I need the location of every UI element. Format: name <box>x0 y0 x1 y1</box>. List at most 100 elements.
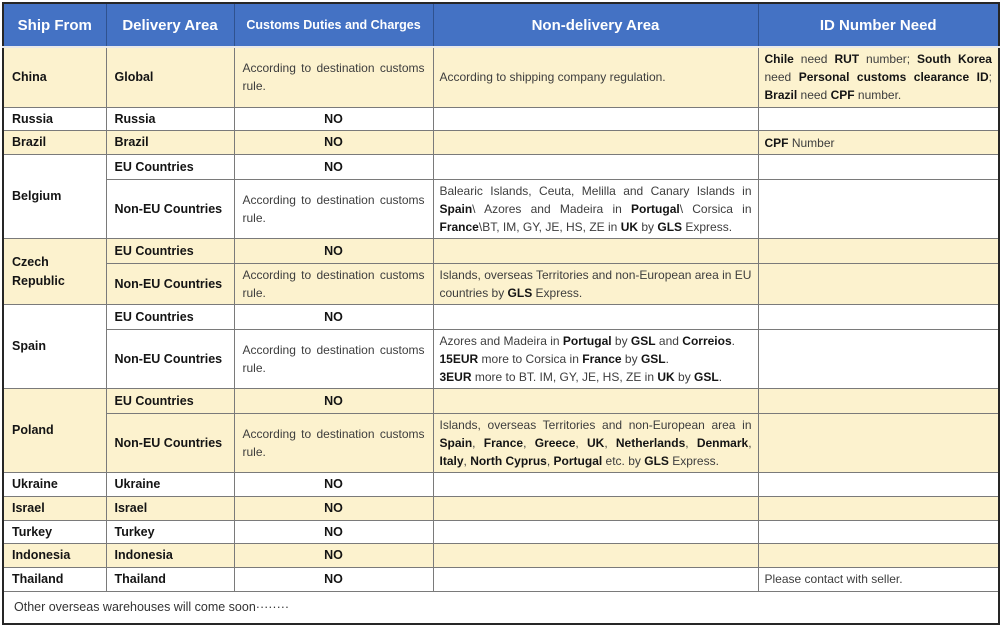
ship-from-cell-poland: Poland <box>2 388 107 473</box>
customs-cell: According to destination customs rule. <box>233 263 434 305</box>
customs-cell: According to destination customs rule. <box>233 413 434 473</box>
non-delivery-cell: According to shipping company regulation… <box>432 46 759 108</box>
column-header-non-delivery-area: Non-delivery Area <box>432 2 759 48</box>
column-header-delivery-area: Delivery Area <box>105 2 235 48</box>
header-row: Ship From Delivery Area Customs Duties a… <box>2 2 1000 48</box>
id-number-cell <box>757 519 1000 545</box>
ship-from-cell-belgium: Belgium <box>2 154 107 239</box>
customs-cell: NO <box>233 130 434 155</box>
customs-cell: NO <box>233 519 434 545</box>
customs-cell: NO <box>233 472 434 497</box>
id-number-cell <box>757 263 1000 305</box>
delivery-area-cell: Russia <box>105 106 235 132</box>
customs-cell: According to destination customs rule. <box>233 46 434 108</box>
non-delivery-cell: Islands, overseas Territories and non-Eu… <box>432 413 759 473</box>
ship-from-cell-indonesia: Indonesia <box>2 543 107 568</box>
customs-cell: NO <box>233 543 434 568</box>
customs-cell: NO <box>233 495 434 521</box>
non-delivery-cell <box>432 238 759 264</box>
table-row: Non-EU Countries According to destinatio… <box>3 329 1000 389</box>
column-header-ship-from: Ship From <box>2 2 107 48</box>
table-row: Thailand Thailand NO Please contact with… <box>2 567 1000 592</box>
delivery-area-cell: EU Countries <box>105 304 235 330</box>
ship-from-cell-ukraine: Ukraine <box>2 472 107 497</box>
id-number-cell: CPF Number <box>757 130 1000 155</box>
table-row: Turkey Turkey NO <box>2 519 1000 545</box>
id-number-cell <box>757 154 1000 180</box>
ship-from-cell-spain: Spain <box>2 304 107 389</box>
non-delivery-cell <box>432 519 759 545</box>
delivery-area-cell: Brazil <box>105 130 235 155</box>
id-number-cell: Chile need RUT number; South Korea need … <box>757 46 1000 108</box>
customs-cell: NO <box>233 304 434 330</box>
delivery-area-cell: EU Countries <box>105 238 235 264</box>
non-delivery-cell <box>432 304 759 330</box>
ship-from-cell-israel: Israel <box>2 495 107 521</box>
customs-cell: According to destination customs rule. <box>233 329 434 389</box>
table-row: Spain EU Countries NO <box>2 304 1000 389</box>
ship-from-cell-brazil: Brazil <box>2 130 107 155</box>
ship-from-cell-czech-republic: Czech Republic <box>2 238 107 305</box>
ship-from-cell-russia: Russia <box>2 106 107 132</box>
table-row: Ukraine Ukraine NO <box>2 472 1000 497</box>
column-header-id-number-need: ID Number Need <box>757 2 1000 48</box>
delivery-area-cell: Indonesia <box>105 543 235 568</box>
id-number-cell <box>757 304 1000 330</box>
table-row: Non-EU Countries According to destinatio… <box>3 263 1000 305</box>
table-row: Indonesia Indonesia NO <box>2 543 1000 568</box>
ship-from-cell-thailand: Thailand <box>2 567 107 592</box>
customs-cell: NO <box>233 567 434 592</box>
id-number-cell <box>757 388 1000 414</box>
customs-cell: According to destination customs rule. <box>233 179 434 239</box>
delivery-area-cell: Non-EU Countries <box>105 263 235 305</box>
table-row: Non-EU Countries According to destinatio… <box>3 179 1000 239</box>
ship-from-cell-china: China <box>2 46 107 108</box>
shipping-info-table: Ship From Delivery Area Customs Duties a… <box>2 2 1000 625</box>
delivery-area-cell: Ukraine <box>105 472 235 497</box>
non-delivery-cell <box>432 154 759 180</box>
table-row: Brazil Brazil NO CPF Number <box>2 130 1000 155</box>
delivery-area-cell: Thailand <box>105 567 235 592</box>
delivery-area-cell: Turkey <box>105 519 235 545</box>
table-row: Non-EU Countries According to destinatio… <box>3 413 1000 473</box>
non-delivery-cell: Islands, overseas Territories and non-Eu… <box>432 263 759 305</box>
table-row: China Global According to destination cu… <box>2 46 1000 108</box>
delivery-area-cell: EU Countries <box>105 154 235 180</box>
delivery-area-cell: Non-EU Countries <box>105 413 235 473</box>
table-row: Poland EU Countries NO <box>2 388 1000 473</box>
customs-cell: NO <box>233 154 434 180</box>
delivery-area-cell: Non-EU Countries <box>105 179 235 239</box>
footer-row: Other overseas warehouses will come soon… <box>2 590 1000 625</box>
table-row: Belgium EU Countries NO <box>2 154 1000 239</box>
non-delivery-cell <box>432 388 759 414</box>
non-delivery-cell <box>432 543 759 568</box>
table-row: Czech Republic EU Countries NO <box>2 238 1000 305</box>
customs-cell: NO <box>233 238 434 264</box>
footer-note: Other overseas warehouses will come soon… <box>2 590 1000 625</box>
non-delivery-cell <box>432 495 759 521</box>
non-delivery-cell: Azores and Madeira in Portugal by GSL an… <box>432 329 759 389</box>
non-delivery-cell: Balearic Islands, Ceuta, Melilla and Can… <box>432 179 759 239</box>
delivery-area-cell: Global <box>105 46 235 108</box>
id-number-cell <box>757 106 1000 132</box>
customs-cell: NO <box>233 388 434 414</box>
non-delivery-cell <box>432 567 759 592</box>
non-delivery-cell <box>432 130 759 155</box>
delivery-area-cell: EU Countries <box>105 388 235 414</box>
id-number-cell <box>757 495 1000 521</box>
ship-from-cell-turkey: Turkey <box>2 519 107 545</box>
id-number-cell <box>757 329 1000 389</box>
table-row: Israel Israel NO <box>2 495 1000 521</box>
table-row: Russia Russia NO <box>2 106 1000 132</box>
id-number-cell <box>757 472 1000 497</box>
non-delivery-cell <box>432 472 759 497</box>
delivery-area-cell: Non-EU Countries <box>105 329 235 389</box>
id-number-cell: Please contact with seller. <box>757 567 1000 592</box>
id-number-cell <box>757 543 1000 568</box>
id-number-cell <box>757 238 1000 264</box>
id-number-cell <box>757 179 1000 239</box>
id-number-cell <box>757 413 1000 473</box>
delivery-area-cell: Israel <box>105 495 235 521</box>
non-delivery-cell <box>432 106 759 132</box>
column-header-customs-duties: Customs Duties and Charges <box>233 2 434 48</box>
